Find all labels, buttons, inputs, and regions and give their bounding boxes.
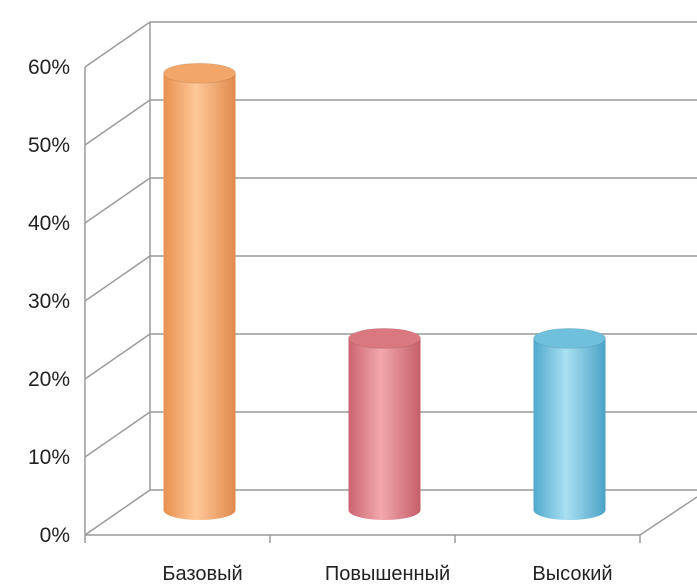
y-tick-label: 10% (28, 446, 70, 469)
y-tick-label: 0% (40, 524, 70, 547)
bar (163, 62, 236, 520)
y-tick-label: 60% (28, 56, 70, 79)
bar-top (163, 62, 236, 84)
bar-body (348, 338, 421, 520)
y-tick-label: 30% (28, 290, 70, 313)
bar-body (533, 338, 606, 520)
y-tick-label: 40% (28, 212, 70, 235)
bar (348, 327, 421, 520)
y-tick-label: 50% (28, 134, 70, 157)
bar-top (348, 327, 421, 349)
gridline-side (84, 411, 151, 458)
gridline-side (84, 177, 151, 224)
bar-top (533, 327, 606, 349)
gridline-side (84, 333, 151, 380)
bar-body (163, 73, 236, 520)
x-category-label: Высокий (532, 563, 612, 584)
x-category-label: Базовый (162, 563, 242, 584)
gridline-side (84, 21, 151, 68)
y-tick-label: 20% (28, 368, 70, 391)
x-category-label: Повышенный (325, 563, 450, 584)
bar (533, 327, 606, 520)
floor-right-edge (639, 496, 697, 536)
gridline-side (84, 255, 151, 302)
gridline-side (84, 99, 151, 146)
gridline-side (84, 489, 151, 536)
